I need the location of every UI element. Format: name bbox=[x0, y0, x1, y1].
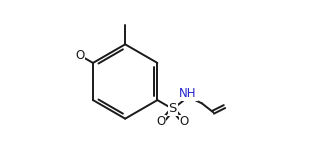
Text: NH: NH bbox=[179, 87, 197, 100]
Text: O: O bbox=[75, 49, 84, 62]
Text: O: O bbox=[157, 115, 166, 128]
Text: S: S bbox=[169, 103, 177, 115]
Text: O: O bbox=[180, 115, 189, 128]
